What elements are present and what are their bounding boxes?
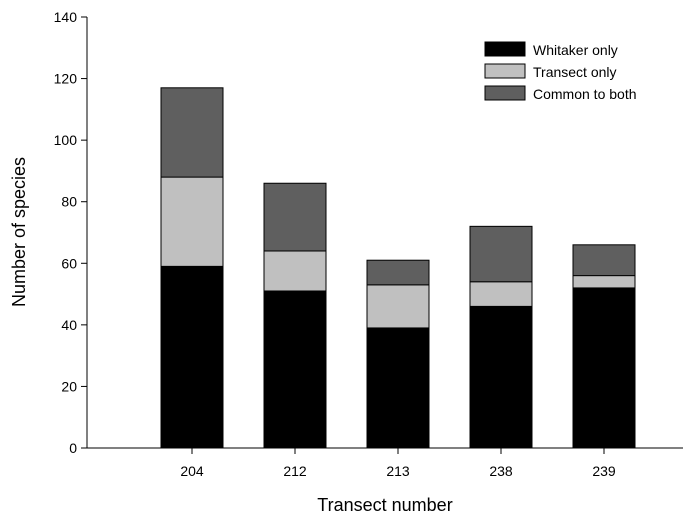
legend-swatch [484, 63, 526, 79]
bar-segment [263, 182, 327, 252]
axes-layer [86, 17, 683, 449]
y-tick-label: 120 [54, 71, 78, 87]
bar-segment [160, 87, 224, 178]
bar-segment [160, 176, 224, 267]
x-tick-label: 213 [386, 463, 410, 479]
bar-segment [160, 265, 224, 449]
y-tick-label: 40 [61, 317, 77, 333]
bar-segment [366, 259, 430, 286]
legend-label: Common to both [533, 86, 637, 102]
legend-label: Whitaker only [533, 42, 618, 58]
y-axis-title: Number of species [9, 157, 29, 307]
y-tick-label: 140 [54, 9, 78, 25]
bar-segment [572, 275, 636, 289]
x-tick-label: 238 [489, 463, 513, 479]
y-ticks: 0 20 40 60 80 100 120 140 [54, 9, 87, 456]
legend-swatch [484, 85, 526, 101]
y-tick-label: 0 [69, 440, 77, 456]
x-ticks: 204 212 213 238 239 [180, 448, 616, 479]
bar-segment [469, 305, 533, 449]
y-tick-label: 80 [61, 194, 77, 210]
x-tick-label: 204 [180, 463, 204, 479]
bar-segment [263, 290, 327, 449]
bar-segment [469, 225, 533, 283]
bar-segment [263, 250, 327, 292]
y-tick-label: 100 [54, 132, 78, 148]
y-tick-label: 20 [61, 378, 77, 394]
legend-swatch [484, 41, 526, 57]
x-tick-label: 212 [283, 463, 307, 479]
x-axis-title: Transect number [317, 495, 452, 515]
y-tick-label: 60 [61, 255, 77, 271]
bar-segment [366, 327, 430, 449]
bar-segment [366, 284, 430, 329]
bar-segment [469, 281, 533, 307]
bars-layer [160, 87, 636, 449]
x-tick-label: 239 [592, 463, 616, 479]
legend-label: Transect only [533, 64, 617, 80]
bar-segment [572, 287, 636, 449]
legend: Whitaker only Transect only Common to both [484, 41, 637, 102]
bar-segment [572, 244, 636, 277]
